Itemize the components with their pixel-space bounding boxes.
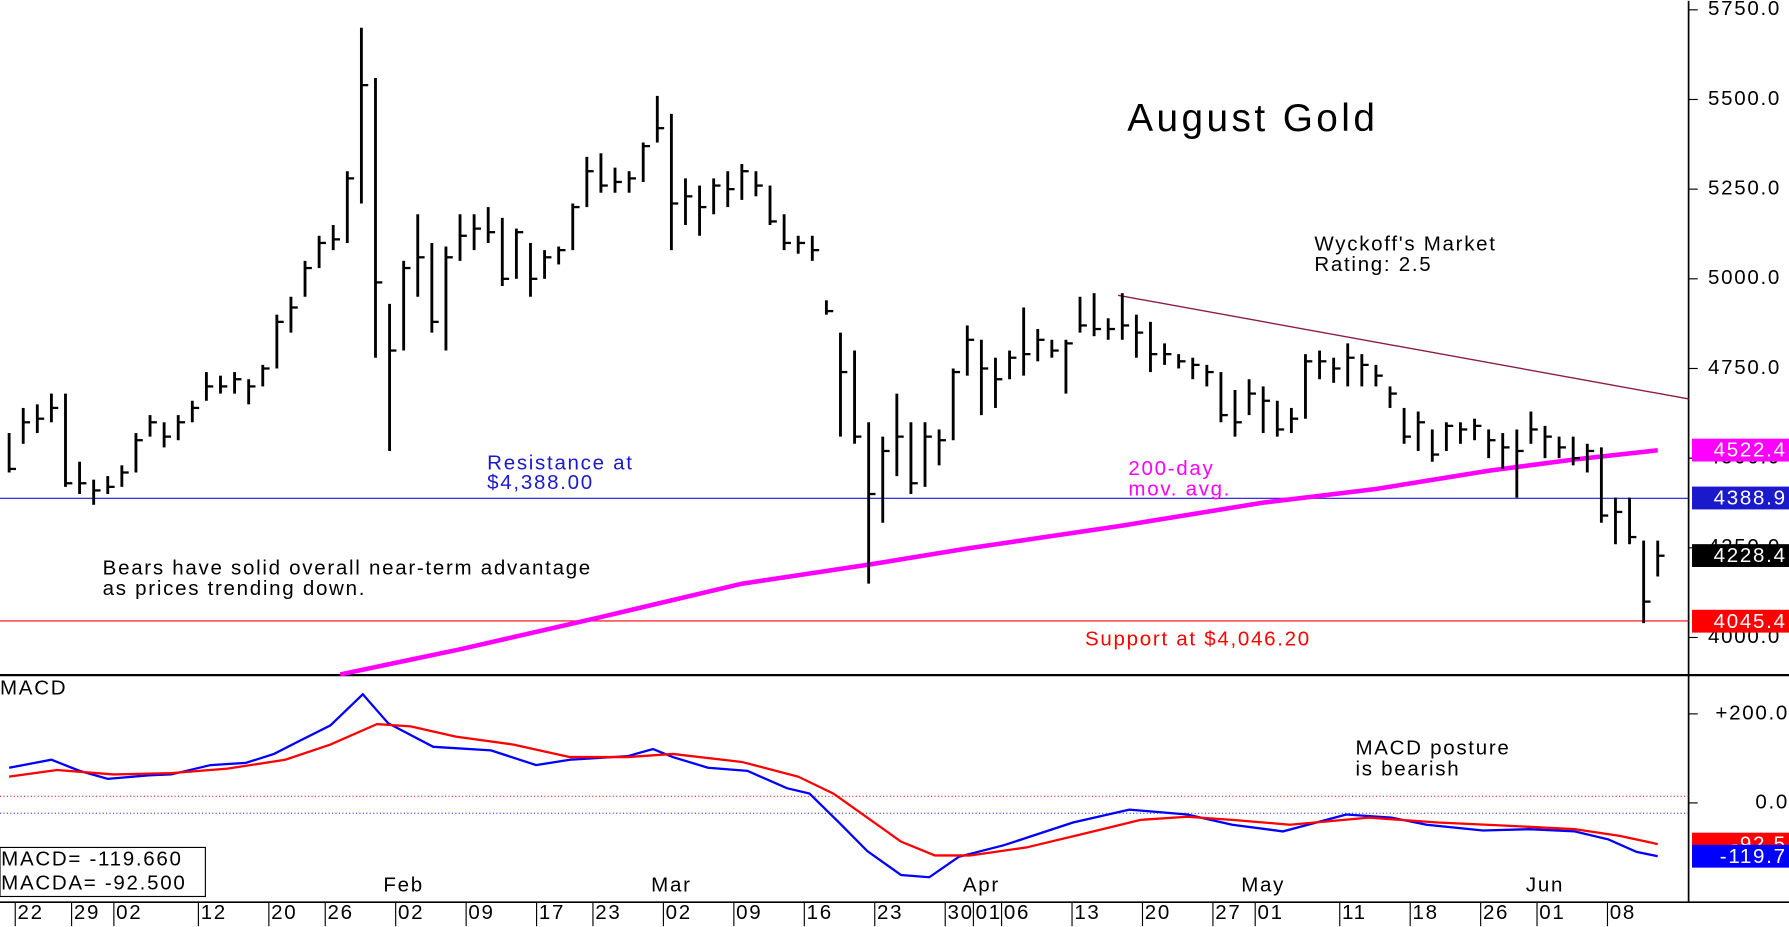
x-tick-label: 06	[1004, 901, 1030, 924]
annotation: MACD posture	[1355, 737, 1510, 760]
annotation: Wyckoff's Market	[1314, 232, 1496, 255]
y-tick-label: 0.0	[1755, 790, 1789, 813]
level-label: Support at $4,046.20	[1085, 628, 1311, 651]
annotation: mov. avg.	[1128, 478, 1231, 501]
x-tick-label: 20	[271, 901, 297, 924]
price-tag	[1692, 438, 1789, 462]
x-tick-label: 02	[666, 901, 692, 924]
month-label: May	[1241, 874, 1285, 897]
readout: MACD= -119.660	[1, 847, 183, 870]
x-tick-label: 23	[877, 901, 903, 924]
y-tick-label: 4750.0	[1708, 356, 1781, 379]
x-tick-label: 08	[1610, 901, 1636, 924]
x-tick-label: 29	[74, 901, 100, 924]
x-tick-label: 23	[595, 901, 621, 924]
x-tick-label: 12	[201, 901, 227, 924]
x-tick-label: 17	[539, 901, 565, 924]
month-label: Mar	[651, 874, 691, 897]
price-tag-label: 4388.9	[1714, 487, 1787, 510]
x-tick-label: 02	[398, 901, 424, 924]
x-tick-label: 09	[736, 901, 762, 924]
y-tick-label: 5750.0	[1708, 0, 1781, 20]
price-tag-label: -119.7	[1720, 845, 1787, 868]
x-tick-label: 30	[947, 901, 973, 924]
x-tick-label: 26	[1483, 901, 1509, 924]
chart-title: August Gold	[1127, 97, 1378, 140]
x-tick-label: 27	[1215, 901, 1241, 924]
macd-line	[8, 692, 1658, 879]
price-tag-label: 4228.4	[1714, 544, 1787, 567]
month-label: Jun	[1526, 874, 1564, 897]
x-tick-label: 11	[1342, 901, 1367, 924]
annotation: Rating: 2.5	[1314, 253, 1432, 276]
x-tick-label: 01	[1539, 901, 1565, 924]
x-tick-label: 20	[1145, 901, 1171, 924]
annotation: is bearish	[1355, 757, 1460, 780]
x-tick-label: 01	[1257, 901, 1283, 924]
month-label: Apr	[963, 874, 1000, 897]
y-tick-label: 5500.0	[1708, 87, 1781, 110]
x-tick-label: 02	[116, 901, 142, 924]
x-tick-label: 16	[807, 901, 833, 924]
price-tag	[1692, 844, 1789, 868]
x-tick-label: 01	[976, 901, 1002, 924]
annotation: as prices trending down.	[103, 577, 366, 600]
y-tick-label: +200.0	[1715, 701, 1789, 724]
price-tag-label: 4045.4	[1714, 610, 1787, 633]
readout: MACDA= -92.500	[1, 871, 186, 894]
trendline	[1117, 294, 1689, 400]
y-tick-label: 5000.0	[1708, 266, 1781, 289]
price-tag-label: 4522.4	[1714, 439, 1787, 462]
readout-box	[0, 846, 206, 898]
x-tick-label: 26	[328, 901, 354, 924]
month-label: Feb	[383, 874, 423, 897]
price-tag	[1692, 609, 1789, 633]
price-tag	[1692, 486, 1789, 510]
y-tick-label: 5250.0	[1708, 177, 1781, 200]
x-tick-label: 09	[468, 901, 494, 924]
annotation: 200-day	[1128, 457, 1214, 480]
x-tick-label: 13	[1074, 901, 1100, 924]
macd-line	[8, 722, 1658, 857]
level-label: Resistance at	[487, 452, 634, 475]
annotation: Bears have solid overall near-term advan…	[103, 556, 592, 579]
x-tick-label: 18	[1412, 901, 1438, 924]
x-tick-label: 22	[18, 901, 44, 924]
level-label: $4,388.00	[487, 471, 594, 494]
macd-title: MACD	[0, 676, 67, 699]
price-tag	[1692, 544, 1789, 567]
